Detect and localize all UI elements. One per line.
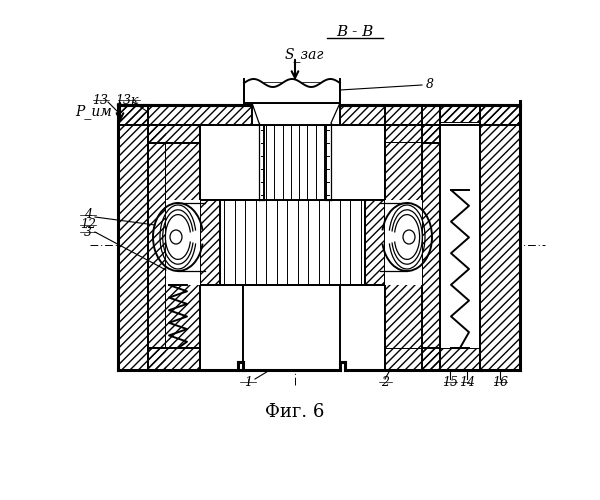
- Polygon shape: [365, 200, 385, 285]
- Polygon shape: [385, 348, 440, 370]
- Text: 2: 2: [381, 376, 389, 388]
- Text: 13к: 13к: [115, 94, 139, 106]
- Polygon shape: [166, 285, 200, 348]
- Polygon shape: [243, 285, 340, 370]
- Text: 14: 14: [459, 376, 475, 388]
- Ellipse shape: [403, 230, 415, 244]
- Polygon shape: [166, 143, 200, 200]
- Polygon shape: [244, 83, 340, 103]
- Text: Фиг. 6: Фиг. 6: [265, 403, 325, 421]
- Polygon shape: [118, 105, 148, 370]
- Polygon shape: [166, 200, 200, 285]
- Polygon shape: [385, 285, 422, 348]
- Polygon shape: [385, 125, 440, 143]
- Text: 8: 8: [426, 78, 434, 92]
- Polygon shape: [440, 348, 480, 370]
- Polygon shape: [252, 103, 340, 125]
- Text: Р_им: Р_им: [75, 104, 112, 120]
- Text: В - В: В - В: [337, 25, 374, 39]
- Polygon shape: [148, 348, 200, 370]
- Polygon shape: [385, 143, 422, 200]
- Polygon shape: [440, 105, 480, 123]
- Text: 4: 4: [84, 208, 92, 222]
- Polygon shape: [422, 125, 440, 370]
- Text: 16: 16: [492, 376, 508, 388]
- Polygon shape: [220, 200, 365, 285]
- Polygon shape: [264, 125, 326, 200]
- Text: 3: 3: [84, 226, 92, 238]
- Polygon shape: [166, 143, 200, 348]
- Polygon shape: [330, 105, 520, 125]
- Text: 12: 12: [80, 218, 96, 232]
- Polygon shape: [118, 105, 258, 125]
- Polygon shape: [385, 200, 422, 285]
- Text: S_заг: S_заг: [285, 48, 325, 62]
- Polygon shape: [440, 123, 480, 348]
- Polygon shape: [148, 125, 200, 143]
- Polygon shape: [148, 125, 166, 370]
- Polygon shape: [480, 105, 520, 370]
- Polygon shape: [385, 143, 422, 348]
- Text: 15: 15: [442, 376, 458, 388]
- Text: 13: 13: [92, 94, 108, 106]
- Polygon shape: [200, 200, 220, 285]
- Ellipse shape: [170, 230, 182, 244]
- Text: 1: 1: [244, 376, 252, 388]
